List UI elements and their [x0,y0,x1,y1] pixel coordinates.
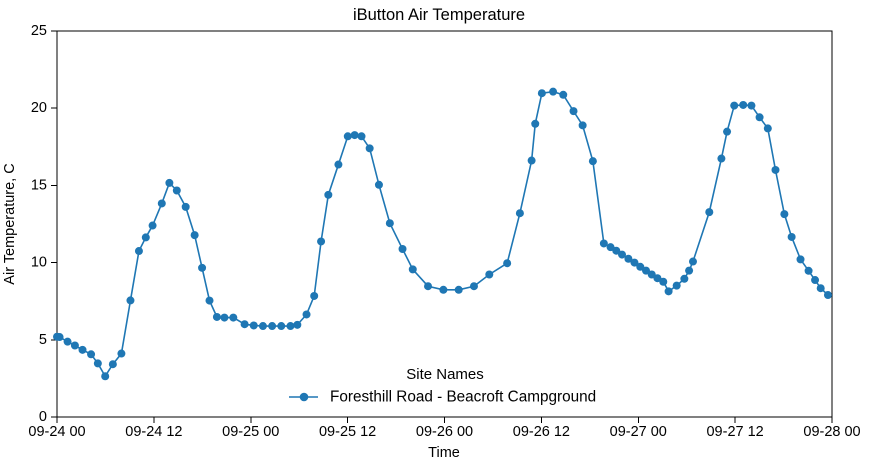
svg-text:10: 10 [31,255,47,271]
svg-text:15: 15 [31,177,47,193]
svg-text:5: 5 [39,332,47,348]
svg-text:iButton Air Temperature: iButton Air Temperature [353,6,525,24]
svg-text:09-25 12: 09-25 12 [319,424,376,440]
svg-text:0: 0 [39,409,47,425]
svg-text:20: 20 [31,100,47,116]
svg-text:Air Temperature, C: Air Temperature, C [2,163,18,284]
svg-text:09-26 12: 09-26 12 [513,424,570,440]
svg-text:09-28 00: 09-28 00 [803,424,860,440]
svg-text:25: 25 [31,23,47,39]
svg-text:09-26 00: 09-26 00 [416,424,473,440]
svg-text:09-24 12: 09-24 12 [125,424,182,440]
svg-text:09-27 00: 09-27 00 [610,424,667,440]
svg-text:Site Names: Site Names [406,366,484,383]
svg-text:Foresthill Road - Beacroft Cam: Foresthill Road - Beacroft Campground [330,389,596,406]
svg-text:09-24 00: 09-24 00 [28,424,85,440]
svg-text:09-27 12: 09-27 12 [706,424,763,440]
svg-text:09-25 00: 09-25 00 [222,424,279,440]
svg-text:Time: Time [428,445,460,461]
